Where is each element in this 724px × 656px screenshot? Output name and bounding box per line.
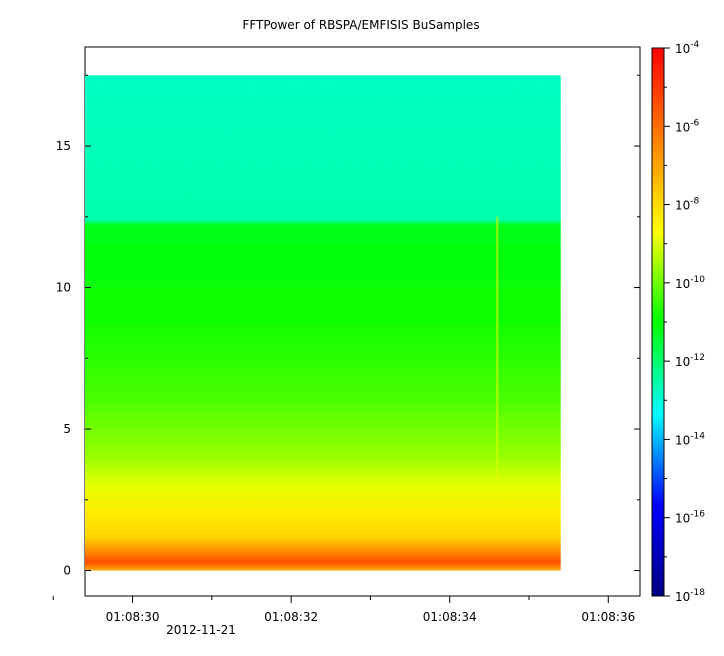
y-tick-label: 15 <box>56 139 71 153</box>
colorbar-tick-label: 10-16 <box>675 510 705 526</box>
colorbar-tick-label: 10-10 <box>675 275 705 291</box>
y-axis: 0 5 10 15 <box>56 74 640 578</box>
x-tick-label: 01:08:36 <box>581 610 635 624</box>
chart-title: FFTPower of RBSPA/EMFISIS BuSamples <box>242 18 479 32</box>
x-tick-label: 01:08:30 <box>106 610 160 624</box>
x-tick-label: 01:08:34 <box>423 610 477 624</box>
colorbar-tick-label: 10-4 <box>675 40 700 56</box>
y-tick-label: 10 <box>56 281 71 295</box>
y-tick-label: 5 <box>63 422 71 436</box>
colorbar-axis: 10-4 10-6 10-8 10-10 10-12 10-14 10-16 10-18 <box>664 40 705 604</box>
colorbar-tick-label: 10-18 <box>675 588 705 604</box>
colorbar-tick-label: 10-8 <box>675 197 700 213</box>
y-tick-label: 0 <box>63 564 71 578</box>
x-axis: 01:08:30 01:08:32 01:08:34 01:08:36 <box>52 596 635 624</box>
colorbar-tick-label: 10-6 <box>675 118 700 134</box>
spectrogram-image <box>85 75 561 571</box>
colorbar <box>651 47 665 597</box>
x-axis-date-label: 2012-11-21 <box>166 623 236 637</box>
colorbar-tick-label: 10-12 <box>675 353 705 369</box>
x-tick-label: 01:08:32 <box>264 610 318 624</box>
colorbar-tick-label: 10-14 <box>675 431 705 447</box>
spectrogram-fill <box>85 75 561 571</box>
